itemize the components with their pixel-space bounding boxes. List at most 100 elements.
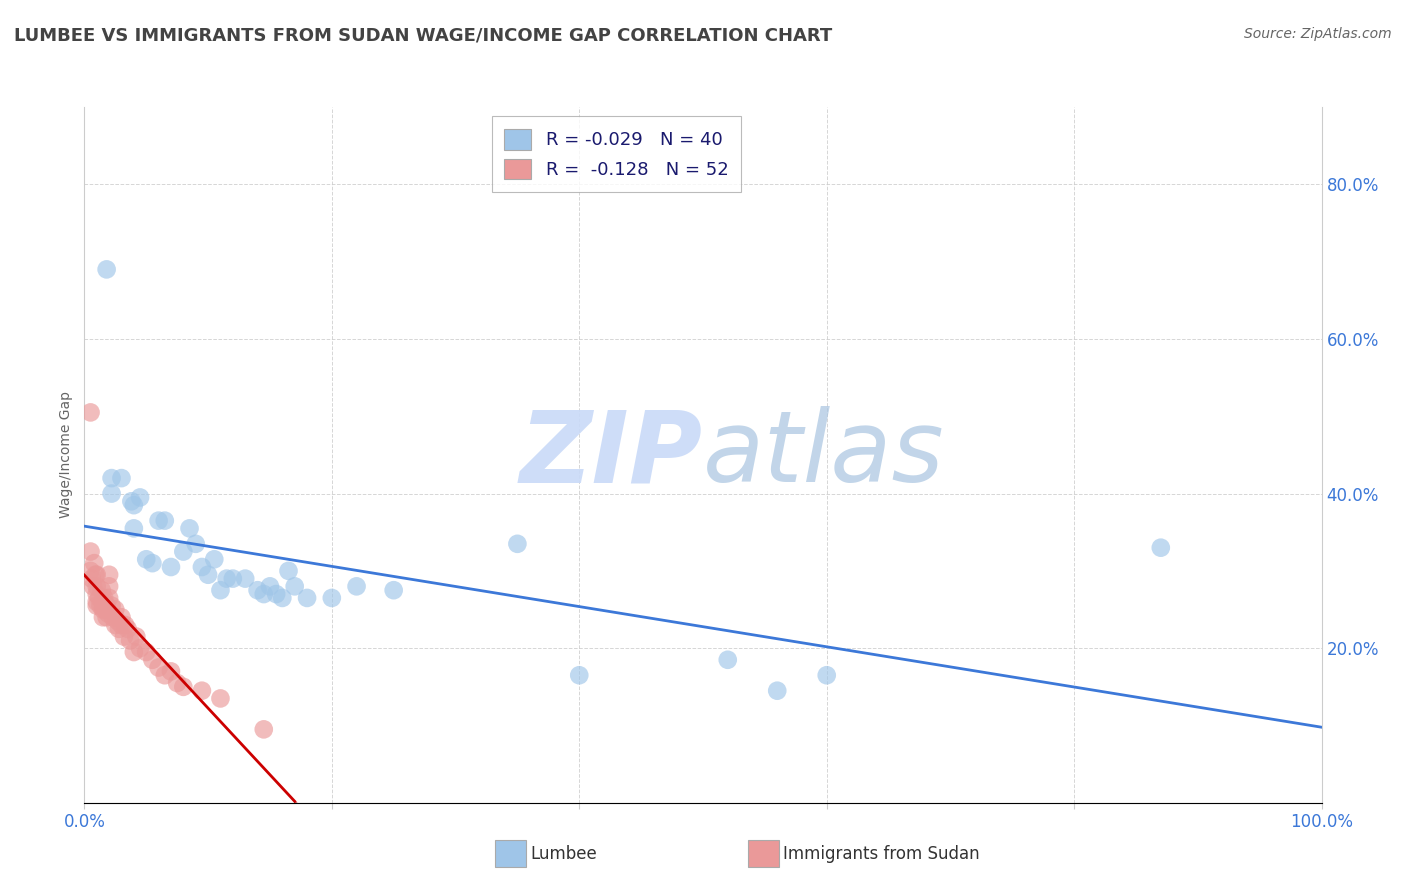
Point bbox=[122, 498, 145, 512]
Point bbox=[108, 622, 131, 636]
Point bbox=[129, 491, 152, 505]
Point bbox=[98, 591, 121, 605]
Point bbox=[83, 556, 105, 570]
Point bbox=[104, 602, 127, 616]
Point bbox=[125, 630, 148, 644]
Point bbox=[264, 587, 287, 601]
Point bbox=[160, 560, 183, 574]
Point bbox=[209, 583, 232, 598]
Point bbox=[96, 262, 118, 277]
Point bbox=[110, 471, 132, 485]
Legend: R = -0.029   N = 40, R =  -0.128   N = 52: R = -0.029 N = 40, R = -0.128 N = 52 bbox=[492, 116, 741, 192]
Point bbox=[110, 618, 132, 632]
Point bbox=[120, 633, 142, 648]
Point bbox=[82, 579, 104, 593]
Point bbox=[86, 567, 108, 582]
Point bbox=[100, 599, 122, 613]
Point bbox=[295, 591, 318, 605]
Point bbox=[209, 691, 232, 706]
Point bbox=[153, 668, 176, 682]
Point bbox=[79, 405, 101, 419]
Point bbox=[114, 618, 136, 632]
Point bbox=[153, 514, 176, 528]
Point bbox=[101, 610, 124, 624]
Point bbox=[141, 653, 163, 667]
Point bbox=[135, 552, 157, 566]
Point bbox=[172, 680, 194, 694]
Point bbox=[104, 618, 127, 632]
Point bbox=[93, 595, 115, 609]
Point bbox=[233, 572, 256, 586]
Point bbox=[86, 587, 108, 601]
Point bbox=[1150, 541, 1173, 555]
Point bbox=[141, 556, 163, 570]
Point bbox=[112, 630, 135, 644]
Point bbox=[91, 599, 114, 613]
Point bbox=[346, 579, 368, 593]
Text: ZIP: ZIP bbox=[520, 407, 703, 503]
Point bbox=[568, 668, 591, 682]
Point bbox=[98, 567, 121, 582]
Point bbox=[284, 579, 307, 593]
Text: atlas: atlas bbox=[703, 407, 945, 503]
Point bbox=[120, 494, 142, 508]
Point bbox=[222, 572, 245, 586]
Point bbox=[253, 723, 276, 737]
Point bbox=[148, 514, 170, 528]
Point bbox=[110, 610, 132, 624]
Point bbox=[253, 587, 276, 601]
Point bbox=[259, 579, 281, 593]
Point bbox=[321, 591, 343, 605]
Point bbox=[191, 560, 214, 574]
Point bbox=[179, 521, 201, 535]
Point bbox=[86, 595, 108, 609]
Point bbox=[79, 564, 101, 578]
Point bbox=[117, 622, 139, 636]
Point bbox=[91, 610, 114, 624]
Point bbox=[97, 607, 120, 621]
Text: Source: ZipAtlas.com: Source: ZipAtlas.com bbox=[1244, 27, 1392, 41]
Point bbox=[89, 599, 111, 613]
Point bbox=[79, 544, 101, 558]
Point bbox=[89, 591, 111, 605]
Point bbox=[129, 641, 152, 656]
Point bbox=[90, 583, 112, 598]
Point bbox=[815, 668, 838, 682]
Point bbox=[80, 572, 103, 586]
Point bbox=[766, 683, 789, 698]
Point bbox=[172, 544, 194, 558]
Point bbox=[84, 567, 107, 582]
Point bbox=[197, 567, 219, 582]
Point bbox=[202, 552, 225, 566]
Point bbox=[96, 599, 118, 613]
Point bbox=[86, 599, 108, 613]
Point bbox=[717, 653, 740, 667]
Point bbox=[148, 660, 170, 674]
Text: Immigrants from Sudan: Immigrants from Sudan bbox=[783, 845, 980, 863]
Point bbox=[122, 645, 145, 659]
Point bbox=[166, 676, 188, 690]
Point bbox=[215, 572, 238, 586]
Point bbox=[93, 591, 115, 605]
Point bbox=[246, 583, 269, 598]
Point bbox=[135, 645, 157, 659]
Y-axis label: Wage/Income Gap: Wage/Income Gap bbox=[59, 392, 73, 518]
Point bbox=[271, 591, 294, 605]
Point bbox=[191, 683, 214, 698]
Point bbox=[160, 665, 183, 679]
Text: LUMBEE VS IMMIGRANTS FROM SUDAN WAGE/INCOME GAP CORRELATION CHART: LUMBEE VS IMMIGRANTS FROM SUDAN WAGE/INC… bbox=[14, 27, 832, 45]
Text: Lumbee: Lumbee bbox=[530, 845, 596, 863]
Point bbox=[506, 537, 529, 551]
Point bbox=[86, 579, 108, 593]
Point bbox=[277, 564, 299, 578]
Point bbox=[96, 610, 118, 624]
Point bbox=[94, 602, 117, 616]
Point bbox=[382, 583, 405, 598]
Point bbox=[184, 537, 207, 551]
Point bbox=[122, 521, 145, 535]
Point bbox=[100, 486, 122, 500]
Point bbox=[98, 579, 121, 593]
Point bbox=[91, 602, 114, 616]
Point bbox=[100, 471, 122, 485]
Point bbox=[107, 614, 129, 628]
